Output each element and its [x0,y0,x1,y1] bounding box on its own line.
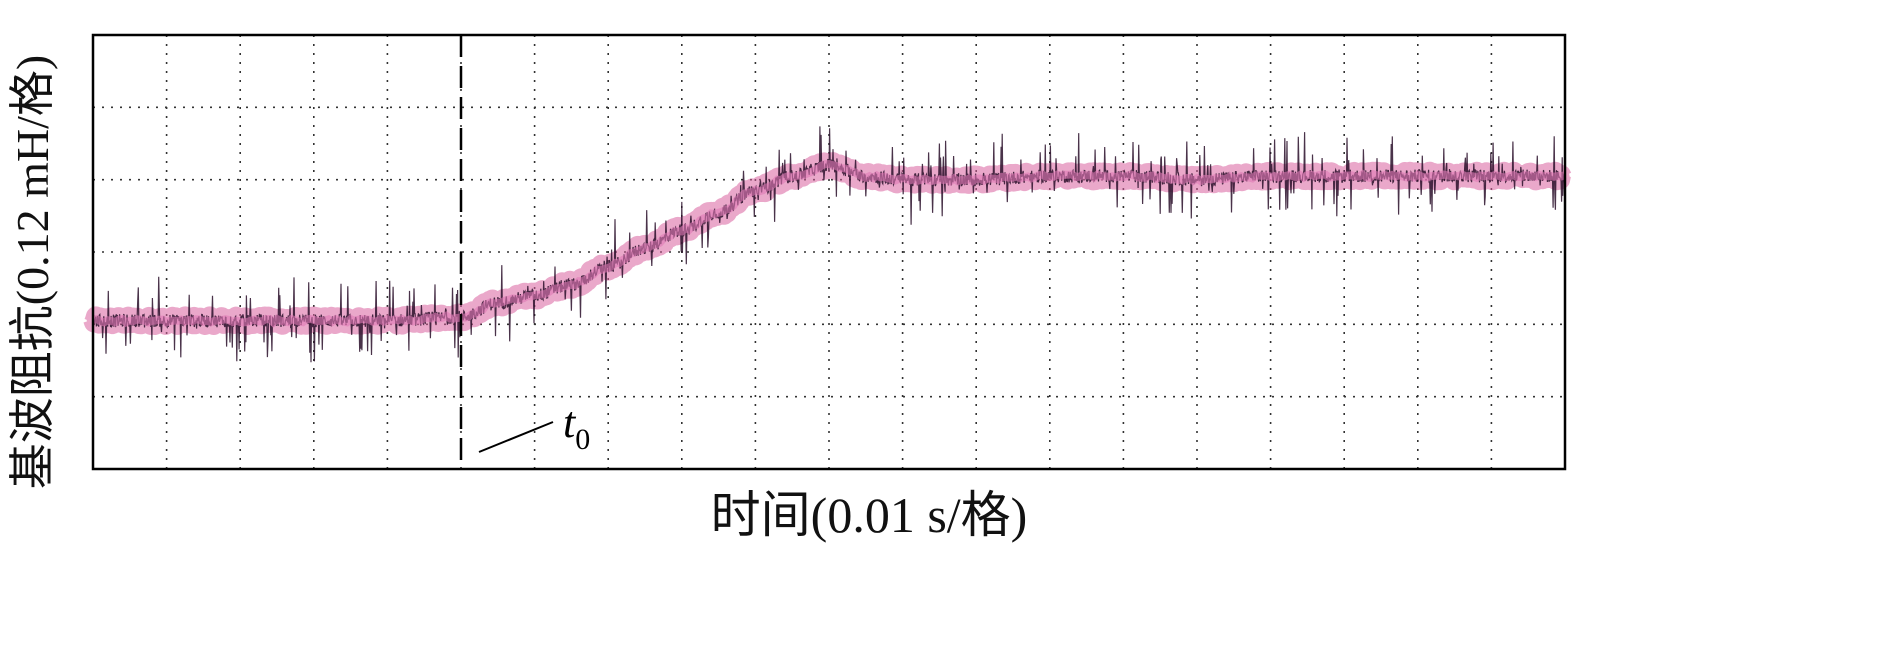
grid-lines [93,35,1565,469]
series-line [92,160,1567,328]
x-axis-label: 时间(0.01 s/格) [711,487,1028,543]
t0-pointer-line [478,421,554,453]
trace-layer [83,126,1574,363]
t0-label-main: t [563,398,577,447]
plot-frame [91,33,1567,471]
t0-label: t0 [563,398,590,456]
y-axis-label: 基波阻抗(0.12 mH/格) [7,55,58,489]
t0-label-sub: 0 [575,423,590,456]
